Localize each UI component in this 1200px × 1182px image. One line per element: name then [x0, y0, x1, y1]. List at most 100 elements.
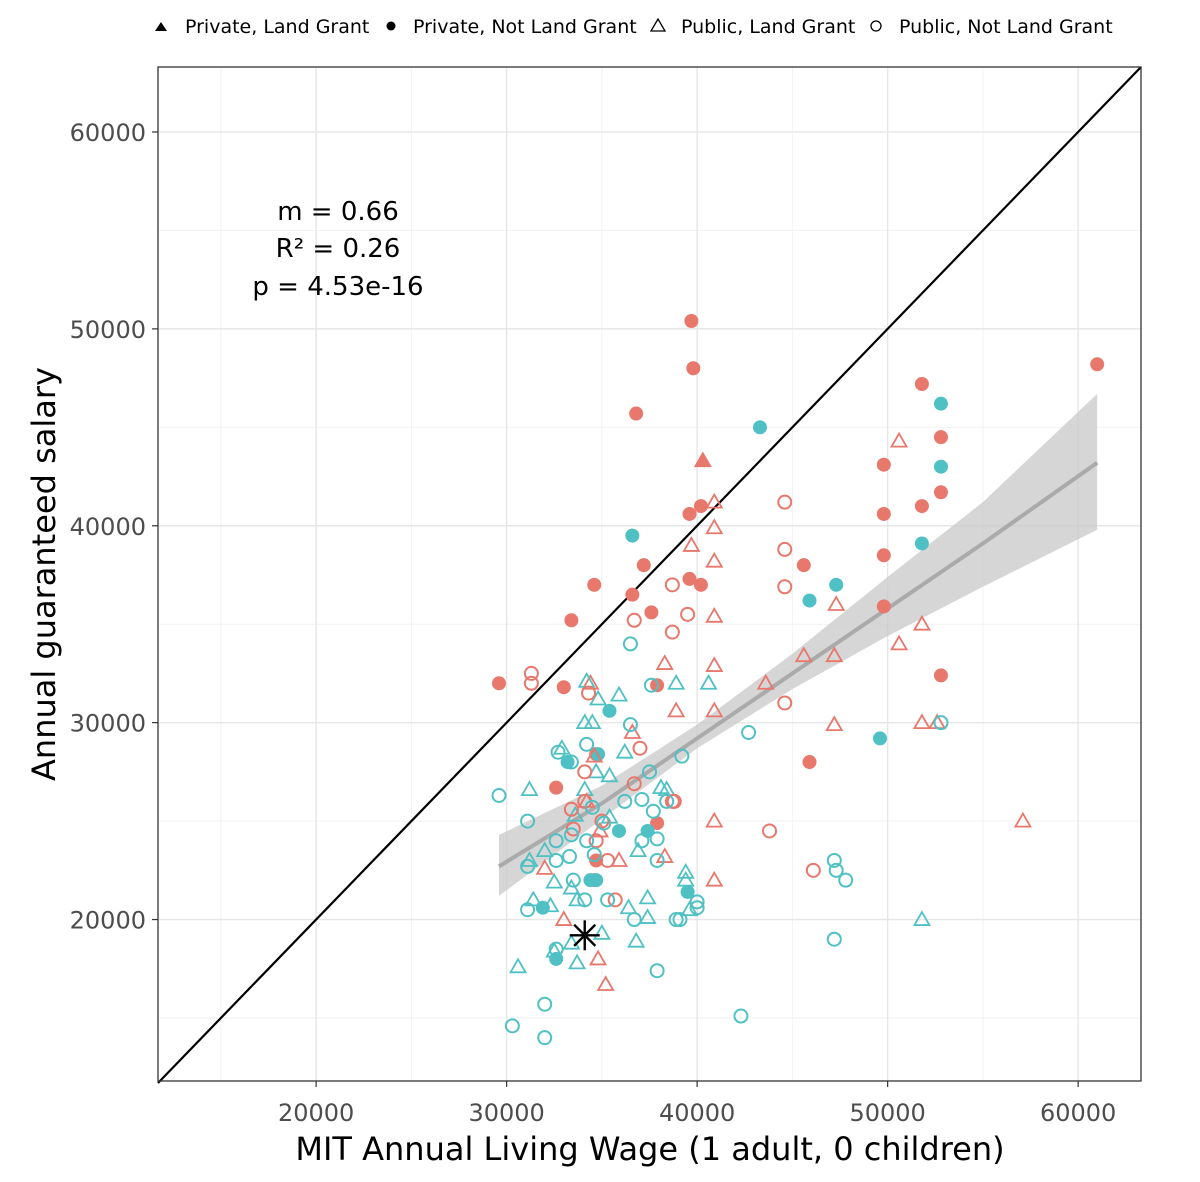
legend-label-private-not-land-grant: Private, Not Land Grant: [413, 16, 637, 38]
point-open-triangle: [676, 870, 695, 887]
y-tick-label: 60000: [70, 119, 146, 147]
point-open-circle: [586, 847, 602, 863]
point-open-triangle: [825, 715, 844, 732]
point-filled-circle: [640, 823, 655, 838]
y-axis-ticks: 20000 30000 40000 50000 60000: [70, 119, 158, 935]
point-open-triangle: [562, 933, 581, 950]
annotation-p-value: p = 4.53e-16: [252, 272, 423, 302]
point-open-circle: [777, 579, 793, 595]
point-open-triangle: [890, 634, 909, 651]
point-open-circle: [649, 963, 665, 979]
y-tick-label: 50000: [70, 316, 146, 344]
point-open-triangle: [705, 607, 724, 623]
point-open-triangle: [627, 931, 646, 948]
identity-line: [157, 66, 1142, 1084]
point-filled-circle: [876, 457, 891, 472]
point-open-circle: [548, 852, 564, 868]
x-tick-label: 60000: [1040, 1099, 1116, 1127]
point-open-circle: [596, 815, 612, 831]
point-open-triangle: [596, 975, 615, 991]
point-open-triangle: [552, 738, 571, 755]
point-open-circle: [805, 862, 821, 878]
point-filled-circle: [587, 577, 602, 592]
point-open-circle: [594, 813, 610, 829]
point-filled-circle: [914, 536, 929, 551]
point-filled-circle: [876, 548, 891, 563]
point-open-triangle: [609, 851, 629, 867]
point-open-circle: [777, 494, 793, 510]
legend: Private, Land Grant Private, Not Land Gr…: [155, 16, 1113, 38]
point-filled-circle: [686, 361, 701, 376]
point-filled-circle: [625, 528, 640, 543]
point-open-triangle: [676, 862, 695, 879]
point-filled-triangle: [694, 452, 711, 467]
point-open-triangle: [693, 451, 712, 468]
point-open-circle: [672, 912, 688, 928]
point-open-circle: [520, 902, 536, 918]
point-filled-circle: [933, 459, 948, 474]
point-open-circle: [584, 799, 600, 815]
point-open-circle: [622, 717, 638, 733]
point-open-triangle: [535, 859, 554, 875]
x-tick-label: 40000: [659, 1099, 735, 1127]
point-filled-circle: [625, 587, 640, 602]
point-filled-circle: [650, 816, 665, 831]
point-open-circle: [733, 1008, 749, 1024]
point-open-triangle: [554, 910, 573, 926]
point-open-circle: [664, 624, 680, 640]
point-filled-circle: [682, 571, 697, 586]
point-filled-circle: [796, 558, 811, 573]
point-open-triangle: [667, 673, 686, 690]
point-open-circle: [563, 754, 579, 770]
point-open-circle: [674, 748, 690, 764]
point-open-circle: [828, 862, 844, 878]
point-open-triangle: [825, 646, 844, 663]
point-filled-circle: [492, 676, 507, 691]
point-filled-circle: [802, 755, 817, 770]
point-open-triangle: [587, 762, 606, 779]
point-open-circle: [626, 776, 642, 792]
legend-label-private-land-grant: Private, Land Grant: [185, 16, 369, 38]
point-filled-circle: [914, 499, 929, 514]
point-open-triangle: [705, 701, 724, 718]
point-open-triangle: [589, 949, 608, 966]
point-open-circle: [659, 793, 675, 809]
point-filled-circle: [914, 376, 929, 391]
point-open-circle: [689, 900, 705, 916]
point-open-circle: [491, 788, 507, 804]
point-open-triangle: [600, 766, 619, 783]
point-filled-circle: [693, 499, 708, 514]
point-open-circle: [581, 685, 597, 701]
point-open-circle: [548, 833, 564, 849]
point-open-circle: [588, 833, 604, 849]
point-open-triangle: [589, 689, 608, 706]
point-open-triangle: [568, 953, 587, 970]
point-open-circle: [826, 931, 842, 947]
point-filled-circle: [549, 780, 564, 795]
point-filled-circle: [933, 668, 948, 683]
point-filled-circle: [684, 313, 699, 328]
point-open-circle: [649, 852, 665, 868]
point-open-triangle: [619, 898, 638, 915]
legend-marker-public-land-grant: [649, 17, 667, 32]
point-filled-circle: [752, 420, 767, 435]
grid-lines: [158, 67, 1141, 1081]
point-open-circle: [550, 744, 566, 760]
point-open-triangle: [680, 900, 699, 917]
point-open-circle: [649, 831, 665, 847]
point-open-circle: [645, 803, 661, 819]
point-filled-circle: [933, 430, 948, 445]
point-open-circle: [626, 912, 642, 928]
point-open-circle: [577, 892, 593, 908]
point-filled-circle: [876, 506, 891, 521]
point-open-circle: [537, 996, 553, 1012]
point-open-circle: [563, 827, 579, 843]
point-open-triangle: [520, 780, 539, 796]
point-open-circle: [579, 833, 595, 849]
point-open-triangle: [705, 811, 724, 828]
point-filled-circle: [629, 406, 644, 421]
x-tick-label: 30000: [468, 1099, 544, 1127]
legend-marker-private-not-land-grant: [386, 21, 396, 31]
point-filled-circle: [933, 396, 948, 411]
